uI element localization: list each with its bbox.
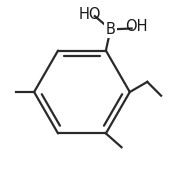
Text: B: B	[105, 22, 116, 37]
Text: OH: OH	[126, 19, 148, 34]
Text: HO: HO	[79, 7, 102, 22]
